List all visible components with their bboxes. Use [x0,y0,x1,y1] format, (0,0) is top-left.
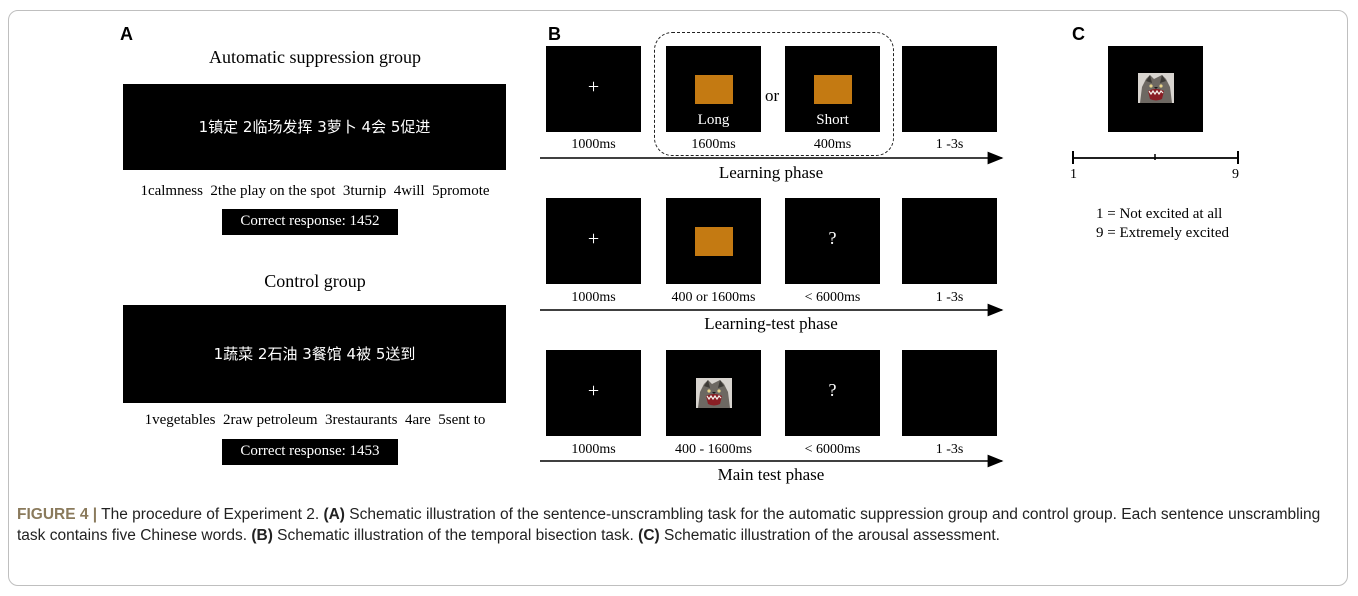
caption-c-tag: (C) [638,527,660,544]
main-test-phase-label: Main test phase [717,465,825,484]
group1-english-words: 1calmness 2the play on the spot 3turnip … [140,183,490,199]
main-test-question-screen: ? [785,350,880,436]
arousal-image-screen [1108,46,1203,132]
caption-c-text: Schematic illustration of the arousal as… [659,527,1000,544]
short-stimulus-screen: Short [785,46,880,132]
long-orange-rectangle [695,75,733,104]
learning-time-2: 1600ms [691,137,736,152]
group2-english-words: 1vegetables 2raw petroleum 3restaurants … [144,412,486,428]
question-mark: ? [828,228,837,248]
learning-time-1: 1000ms [571,137,616,152]
main-test-blank-screen [902,350,997,436]
learning-time-3: 400ms [813,137,852,152]
main-test-time-1: 1000ms [571,442,616,457]
learning-blank-screen [902,46,997,132]
caption-a-text: Schematic illustration of the sentence-u… [17,506,1321,544]
anchor-durations-dashed-box [654,32,894,156]
scale-max-label: 9 [1232,167,1239,182]
fixation-cross: + [587,228,600,250]
snarling-wolf-image [1138,73,1174,103]
long-label: Long [697,112,730,128]
learning-fixation-screen: + [546,46,641,132]
or-text: or [765,86,780,105]
learning-test-time-3: < 6000ms [804,290,861,305]
caption-figure-label: FIGURE 4 | [17,506,98,523]
group2-title: Control group [264,271,366,291]
group2-sentence-screen: 1蔬菜 2石油 3餐馆 4被 5送到 [123,305,506,403]
caption-b-tag: (B) [251,527,273,544]
panel-c-letter: C [1072,24,1085,44]
group1-chinese-words: 1镇定 2临场发挥 3萝卜 4会 5促进 [198,118,431,136]
learning-test-time-2: 400 or 1600ms [671,290,756,305]
scale-legend-min: 1 = Not excited at all [1096,206,1223,222]
arousal-rating-scale [1072,151,1239,164]
short-orange-rectangle [814,75,852,104]
figure-caption: FIGURE 4 | The procedure of Experiment 2… [17,504,1337,546]
scale-legend-max: 9 = Extremely excited [1096,225,1229,241]
main-test-image-screen [666,350,761,436]
short-label: Short [816,112,849,128]
group2-chinese-words: 1蔬菜 2石油 3餐馆 4被 5送到 [213,345,416,363]
panel-b-letter: B [548,24,561,44]
learning-test-stimulus-screen [666,198,761,284]
caption-title: The procedure of Experiment 2. [97,506,324,523]
group1-response-box: Correct response: 1452 [222,209,398,235]
figure-frame [8,10,1348,586]
learning-test-time-1: 1000ms [571,290,616,305]
group2-response-text: Correct response: 1453 [240,443,380,459]
learning-phase-label: Learning phase [718,163,824,182]
learning-test-phase-label: Learning-test phase [704,314,838,333]
main-test-time-4: 1 -3s [935,442,964,457]
main-test-fixation-screen: + [546,350,641,436]
fixation-cross: + [587,76,600,98]
snarling-wolf-image [696,378,732,408]
fixation-cross: + [587,380,600,402]
panel-a-letter: A [120,24,133,44]
question-mark: ? [828,380,837,400]
main-test-time-3: < 6000ms [804,442,861,457]
group1-sentence-screen: 1镇定 2临场发挥 3萝卜 4会 5促进 [123,84,506,170]
learning-test-fixation-screen: + [546,198,641,284]
learning-test-question-screen: ? [785,198,880,284]
timeline-arrows [540,151,1004,468]
test-orange-rectangle [695,227,733,256]
scale-min-label: 1 [1070,167,1077,182]
caption-a-tag: (A) [323,506,345,523]
learning-test-blank-screen [902,198,997,284]
group2-response-box: Correct response: 1453 [222,439,398,465]
caption-b-text: Schematic illustration of the temporal b… [272,527,639,544]
group1-title: Automatic suppression group [209,47,421,67]
group1-response-text: Correct response: 1452 [240,213,380,229]
long-stimulus-screen: Long [666,46,761,132]
learning-test-time-4: 1 -3s [935,290,964,305]
main-test-time-2: 400 - 1600ms [675,442,752,457]
learning-time-4: 1 -3s [935,137,964,152]
